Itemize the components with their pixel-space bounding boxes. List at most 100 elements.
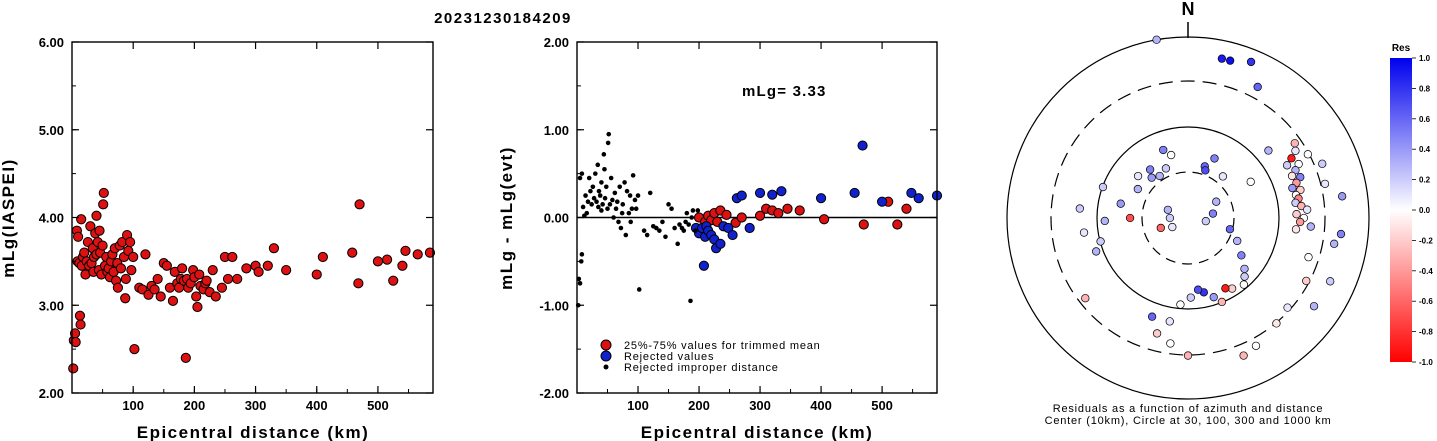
azimuth-point	[1251, 341, 1261, 351]
panel1-frame	[71, 41, 434, 394]
azimuth-point	[1147, 312, 1157, 321]
point-series-0	[794, 205, 805, 216]
panel-azimuth: N Residuals as a function of azimuth and…	[1006, 0, 1370, 427]
point-series-1	[767, 189, 778, 200]
point-series-2	[677, 222, 682, 227]
xtick-label: 300	[245, 398, 267, 413]
azimuth-point	[1221, 284, 1230, 293]
point-series-2	[675, 241, 680, 247]
point-series-2	[610, 197, 615, 203]
colorbar-ticks: 1.0 0.8 0.6 0.4 0.2 0.0 -0.2 -0.4 -0.6 -0.8 -1.0	[1412, 54, 1433, 367]
point-series-0	[201, 275, 212, 286]
point-series-0	[120, 293, 131, 304]
azimuth-point	[1193, 285, 1203, 294]
point-series-0	[70, 337, 81, 348]
azimuth-point	[1156, 223, 1165, 233]
ring-300km	[1050, 80, 1326, 356]
point-series-0	[73, 231, 84, 242]
point-series-0	[281, 265, 292, 276]
azimuth-point	[1183, 351, 1193, 360]
azimuth-point	[1152, 329, 1162, 338]
azimuth-point	[1217, 54, 1227, 63]
point-series-0	[180, 352, 191, 363]
azimuth-point	[1306, 222, 1315, 231]
point-series-2	[608, 175, 614, 181]
point-series-0	[397, 260, 408, 271]
azimuth-point	[1320, 179, 1330, 188]
point-series-0	[120, 273, 131, 285]
point-series-2	[590, 184, 596, 190]
panel2-points	[575, 131, 943, 308]
azimuth-point	[1075, 204, 1084, 213]
point-series-0	[858, 219, 869, 230]
point-series-2	[607, 202, 613, 207]
azimuth-point	[1210, 154, 1219, 163]
colorbar-title: Res	[1392, 43, 1411, 54]
azimuth-point	[1133, 171, 1143, 181]
point-series-0	[129, 344, 140, 355]
point-series-0	[68, 363, 79, 374]
legend-marker-improper	[603, 364, 609, 370]
azimuth-point	[1287, 171, 1297, 181]
azimuth-point	[1100, 216, 1109, 226]
point-series-2	[585, 199, 591, 205]
panel-magnitude: 2.00 3.00 4.00 5.00 6.00 100 200 300 400 500 mLg(…	[0, 35, 436, 441]
point-series-2	[688, 298, 693, 304]
point-series-2	[622, 180, 627, 185]
colorbar-tick-label: -0.4	[1419, 267, 1433, 276]
colorbar-tick-label: -0.8	[1419, 328, 1433, 337]
panel2-ylabel: mLg - mLg(evt)	[497, 146, 516, 290]
point-series-1	[715, 238, 726, 249]
point-series-0	[125, 236, 136, 248]
point-series-2	[606, 131, 612, 137]
point-series-2	[596, 188, 602, 194]
ytick-label: 5.00	[39, 123, 64, 138]
azimuth-point	[1292, 210, 1301, 219]
azimuth-point	[1096, 237, 1105, 246]
point-series-2	[617, 184, 623, 190]
azimuth-point	[1166, 339, 1175, 348]
point-series-0	[388, 275, 399, 286]
point-series-1	[754, 187, 766, 199]
point-series-2	[599, 180, 604, 185]
point-series-0	[782, 203, 793, 214]
legend-label-trimmed: 25%-75% values for trimmed mean	[624, 340, 821, 352]
point-series-1	[857, 140, 868, 151]
point-series-2	[635, 193, 641, 198]
point-series-1	[744, 222, 755, 234]
point-series-2	[641, 228, 647, 233]
azimuth-point	[1309, 302, 1319, 311]
point-series-0	[155, 291, 166, 302]
azimuth-point	[1296, 217, 1305, 227]
xtick-label: 500	[871, 398, 893, 413]
azimuth-point	[1201, 166, 1210, 175]
figure-title: 20231230184209	[434, 10, 572, 27]
azimuth-point	[1283, 303, 1292, 312]
point-series-0	[75, 319, 86, 330]
point-series-0	[177, 263, 188, 274]
point-series-2	[597, 193, 603, 198]
azimuth-point	[1233, 236, 1242, 246]
point-series-1	[849, 187, 860, 199]
point-series-2	[578, 259, 584, 264]
point-series-2	[602, 166, 607, 172]
point-series-2	[613, 206, 619, 212]
azimuth-point	[1226, 56, 1235, 65]
colorbar-tick-label: 1.0	[1419, 54, 1431, 63]
point-series-2	[614, 199, 620, 205]
point-series-1	[913, 193, 924, 204]
panel2-mlg-annotation: mLg= 3.33	[742, 83, 827, 100]
azimuth-point	[1186, 293, 1195, 302]
point-series-0	[354, 199, 365, 210]
point-series-2	[689, 215, 695, 220]
panel2-axes: -2.00 -1.00 0.00 1.00 2.00 100 200 300 400 500	[539, 35, 937, 413]
colorbar-tick-label: 0.4	[1419, 145, 1431, 154]
xtick-label: 300	[749, 398, 771, 413]
point-series-2	[629, 206, 635, 212]
point-series-2	[611, 215, 616, 220]
point-series-0	[97, 240, 108, 251]
point-series-2	[616, 219, 621, 225]
xtick-label: 400	[306, 398, 328, 413]
point-series-2	[628, 219, 633, 225]
point-series-2	[657, 228, 662, 233]
